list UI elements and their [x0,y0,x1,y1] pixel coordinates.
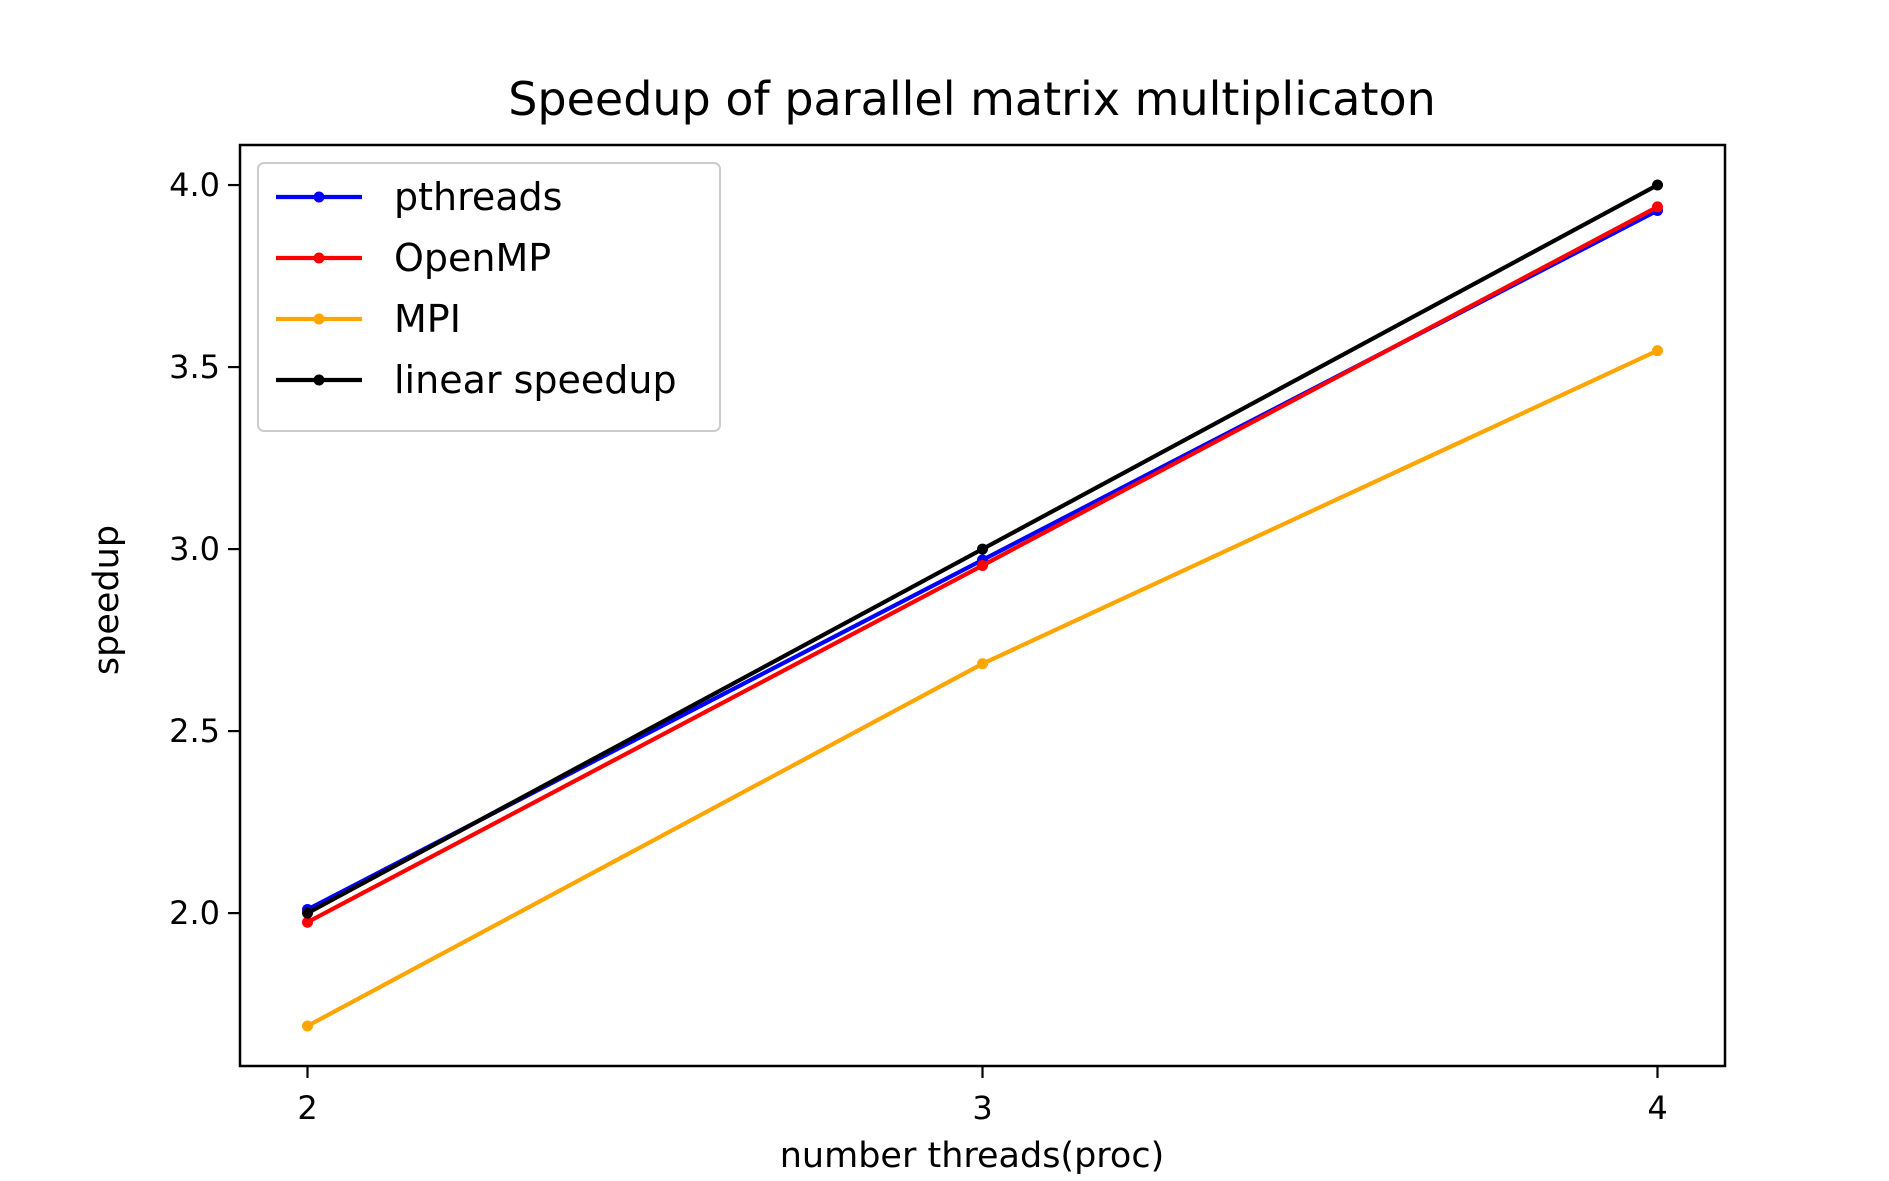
data-point-openmp [1652,201,1663,213]
legend: pthreads OpenMP MPI linear speedup [257,162,721,432]
y-tick-label: 2.5 [169,712,220,750]
x-axis-label: number threads(proc) [780,1136,1165,1176]
legend-label-pthreads: pthreads [394,175,562,219]
legend-box [257,162,721,432]
x-axis-ticks: 2 3 4 [297,1066,1668,1127]
data-point-mpi [977,658,988,670]
y-axis-ticks: 2.0 2.5 3.0 3.5 4.0 [169,166,240,932]
y-tick-label: 2.0 [169,894,220,932]
data-point-linear-speedup [1652,179,1663,191]
data-point-linear-speedup [977,543,988,555]
x-tick-label: 2 [297,1089,317,1127]
series-layer [302,179,1663,1032]
y-tick-label: 3.5 [169,348,220,386]
legend-marker-mpi [313,313,325,325]
legend-label-linear-speedup: linear speedup [394,358,677,402]
y-axis-label: speedup [87,525,127,675]
data-point-mpi [1652,345,1663,357]
chart-title: Speedup of parallel matrix multiplicaton [508,72,1436,126]
y-tick-label: 4.0 [169,166,220,204]
x-tick-label: 4 [1647,1089,1667,1127]
data-point-linear-speedup [302,907,313,919]
legend-marker-pthreads [313,191,325,203]
data-point-mpi [302,1020,313,1032]
legend-label-openmp: OpenMP [394,236,551,280]
legend-marker-linear-speedup [313,374,325,386]
legend-label-mpi: MPI [394,297,461,341]
legend-marker-openmp [313,252,325,264]
y-tick-label: 3.0 [169,530,220,568]
data-point-openmp [302,916,313,928]
x-tick-label: 3 [972,1089,992,1127]
data-point-openmp [977,559,988,571]
